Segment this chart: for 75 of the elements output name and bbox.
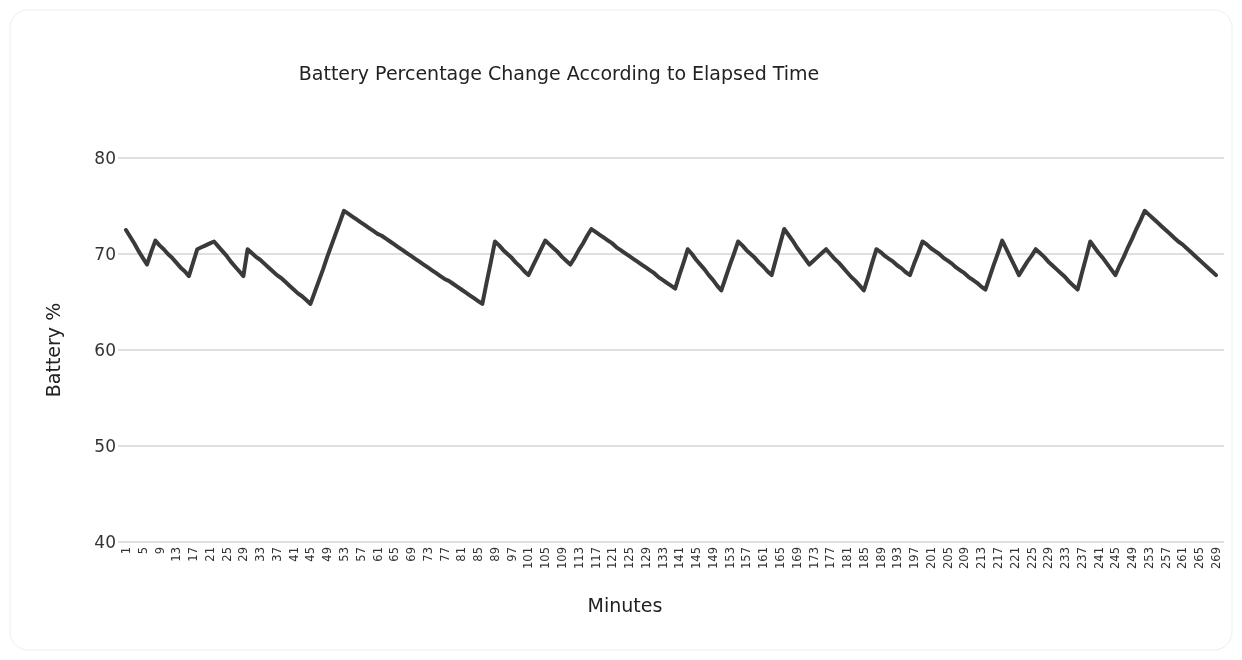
x-tick-label: 17 (186, 547, 201, 562)
x-axis-title: Minutes (587, 594, 663, 616)
x-tick-label: 109 (555, 547, 569, 569)
x-tick-label: 257 (1158, 547, 1173, 569)
x-tick-label: 185 (856, 547, 871, 569)
x-tick-label: 101 (521, 547, 536, 569)
x-tick-label: 53 (337, 547, 351, 562)
x-tick-label: 77 (437, 547, 452, 562)
x-tick-label: 5 (135, 547, 150, 555)
x-tick-label: 29 (236, 547, 251, 562)
x-tick-label: 9 (152, 547, 167, 555)
y-tick-label: 70 (94, 243, 116, 264)
x-tick-label: 129 (638, 547, 653, 569)
x-tick-label: 65 (387, 547, 402, 562)
x-tick-label: 269 (1209, 547, 1223, 569)
x-tick-label: 209 (957, 547, 972, 569)
line-series (124, 208, 1218, 306)
x-tick-label: 133 (655, 547, 670, 569)
x-tick-label: 225 (1024, 547, 1039, 569)
x-tick-label: 173 (806, 547, 821, 569)
x-tick-label: 237 (1074, 547, 1089, 569)
x-tick-label: 193 (890, 547, 905, 569)
x-tick-label: 205 (940, 547, 955, 569)
x-tick-label: 217 (991, 547, 1005, 569)
x-tick-label: 49 (320, 547, 335, 562)
x-tick-label: 149 (705, 547, 720, 569)
x-tick-label: 1 (119, 547, 133, 555)
x-tick-label: 85 (471, 547, 486, 562)
x-tick-label: 169 (789, 547, 804, 569)
x-tick-label: 57 (353, 547, 368, 562)
x-tick-label: 181 (840, 547, 855, 569)
x-tick-label: 105 (538, 547, 553, 569)
x-tick-label: 45 (303, 547, 318, 562)
x-tick-label: 141 (672, 547, 687, 569)
x-tick-label: 153 (722, 547, 737, 569)
x-tick-label: 245 (1108, 547, 1123, 569)
x-tick-label: 89 (487, 547, 502, 562)
x-tick-label: 253 (1141, 547, 1156, 569)
y-axis-title: Battery % (42, 302, 64, 398)
x-tick-label: 157 (739, 547, 754, 569)
x-tick-label: 41 (286, 547, 301, 562)
x-tick-label: 189 (873, 547, 888, 569)
x-tick-label: 13 (169, 547, 184, 562)
x-tick-label: 233 (1058, 547, 1073, 569)
x-tick-label: 261 (1175, 547, 1190, 569)
x-tick-label: 25 (219, 547, 234, 562)
y-tick-label: 60 (94, 339, 116, 360)
chart-title: Battery Percentage Change According to Elapsed Time (298, 62, 820, 84)
x-tick-label: 69 (404, 547, 419, 562)
x-tick-label: 229 (1041, 547, 1056, 569)
x-tick-label: 73 (420, 547, 435, 562)
x-tick-label: 81 (454, 547, 469, 562)
x-tick-label: 177 (823, 547, 838, 569)
x-tick-label: 61 (370, 547, 385, 562)
x-tick-label: 165 (773, 547, 787, 569)
x-tick-label: 265 (1192, 547, 1207, 569)
x-tick-label: 97 (504, 547, 519, 562)
y-tick-label: 40 (94, 531, 116, 552)
x-tick-label: 113 (571, 547, 586, 569)
x-tick-label: 201 (923, 547, 938, 569)
x-tick-label: 161 (756, 547, 771, 569)
x-tick-label: 213 (974, 547, 989, 569)
y-tick-label: 80 (94, 147, 116, 168)
y-tick-label: 50 (94, 435, 116, 456)
x-tick-label: 121 (605, 547, 620, 569)
x-tick-label: 197 (907, 547, 922, 569)
x-tick-label: 249 (1125, 547, 1140, 569)
x-tick-label: 241 (1091, 547, 1106, 569)
x-tick-label: 117 (588, 547, 603, 569)
x-tick-label: 125 (622, 547, 637, 569)
x-tick-label: 221 (1007, 547, 1022, 569)
x-tick-label: 145 (689, 547, 704, 569)
x-tick-label: 37 (269, 547, 284, 562)
x-tick-label: 33 (253, 547, 268, 562)
x-tick-label: 21 (202, 547, 217, 562)
